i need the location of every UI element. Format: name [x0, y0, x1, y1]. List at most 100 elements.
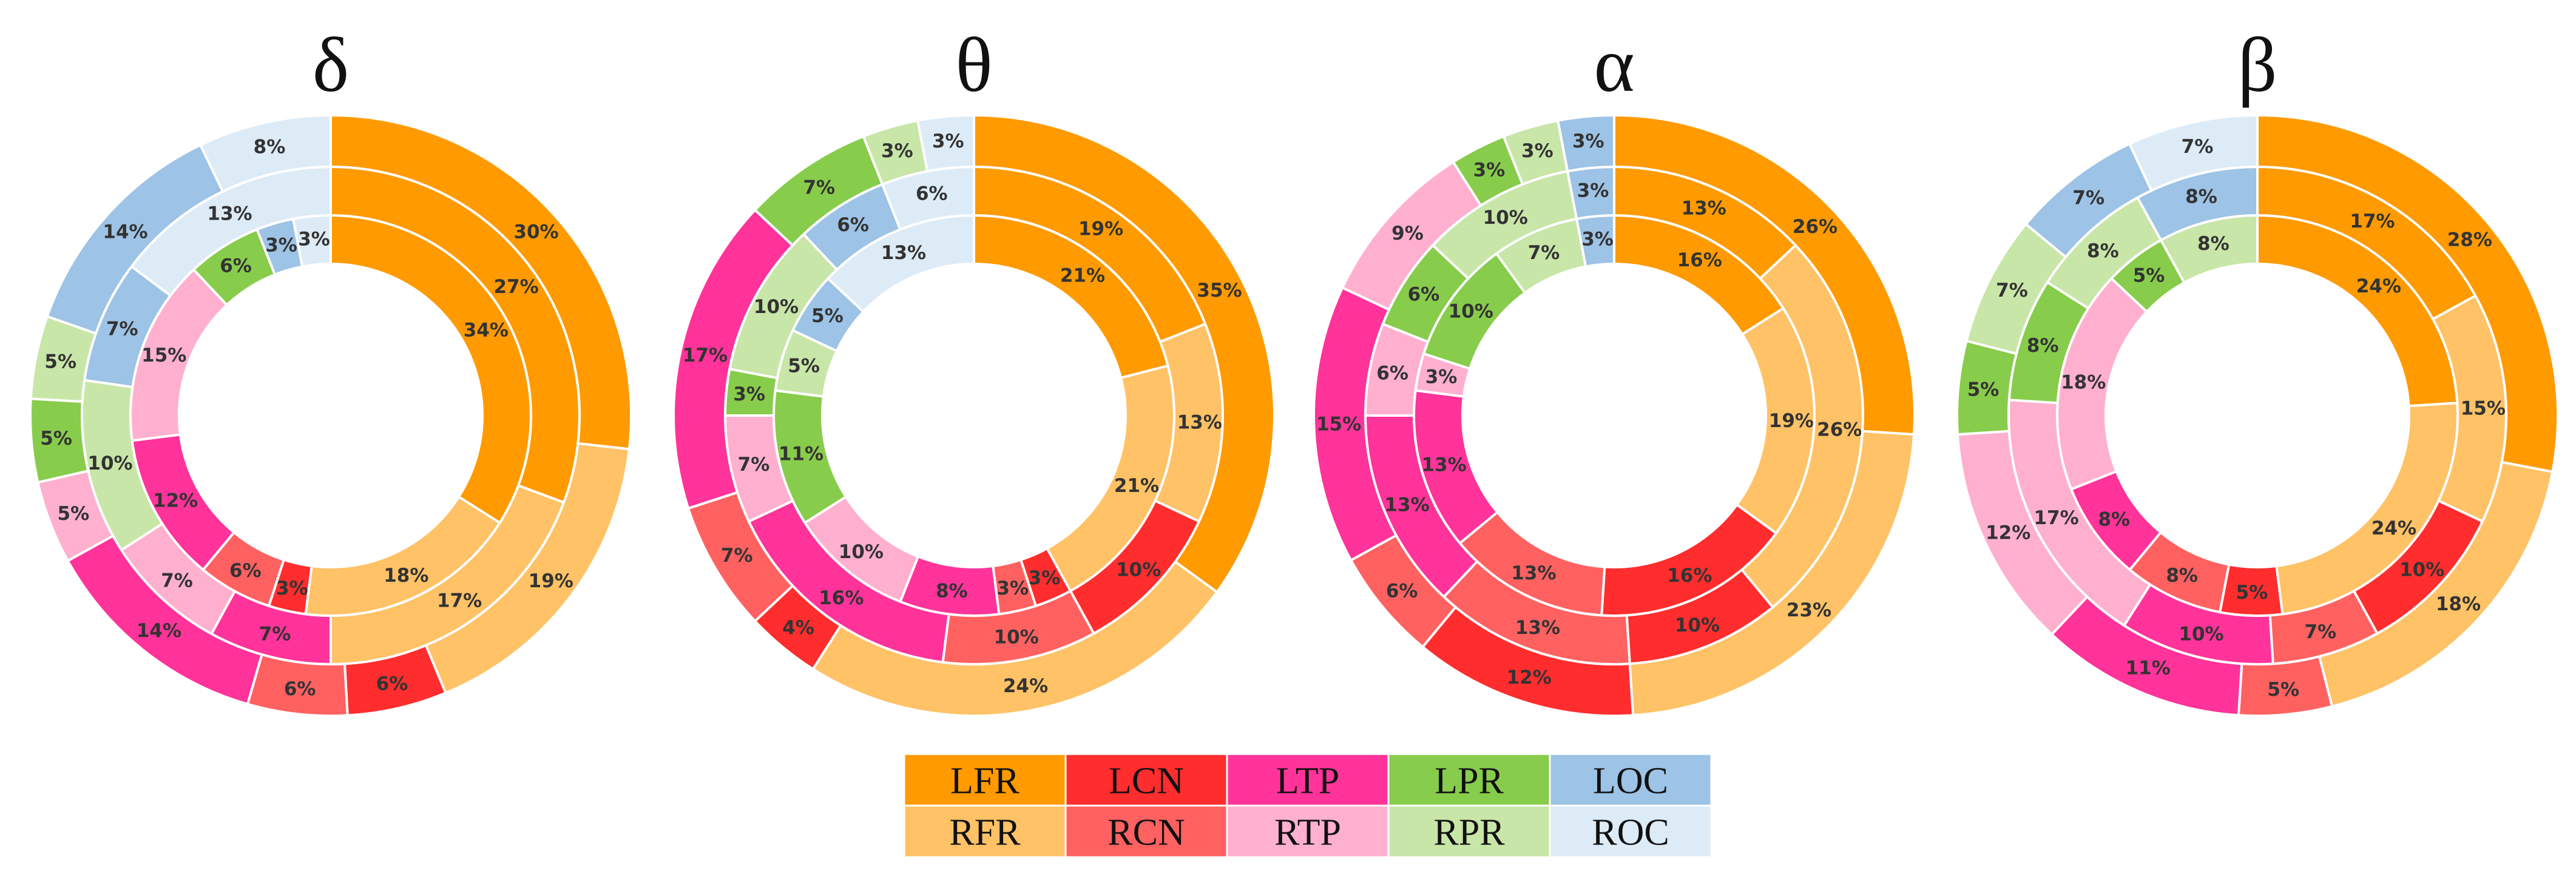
legend-swatch-lfr [903, 753, 1067, 807]
wedge-label: 10% [754, 296, 799, 318]
wedge-label: 16% [819, 587, 864, 609]
wedge-label: 10% [2179, 623, 2223, 645]
wedge-label: 3% [265, 235, 297, 257]
wedge-label: 7% [259, 623, 291, 645]
legend-label-lfr: LFR [950, 761, 1019, 802]
wedge-label: 28% [2447, 229, 2492, 251]
legend-label-rfr: RFR [949, 812, 1021, 854]
legend-swatch-rpr [1387, 804, 1551, 858]
wedge-label: 8% [2098, 509, 2130, 531]
wedge-label: 34% [464, 319, 509, 341]
wedge-label: 4% [782, 617, 814, 639]
wedge-label: 11% [779, 443, 823, 465]
wedge-label: 5% [811, 305, 843, 327]
wedge-label: 24% [2356, 275, 2401, 297]
wedge-outer-roc [2128, 113, 2259, 192]
wedge-label: 3% [1577, 180, 1609, 202]
wedge-label: 8% [2197, 233, 2229, 255]
panel-title: δ [313, 22, 349, 108]
panel-title: α [1594, 22, 1634, 108]
wedge-label: 35% [1197, 280, 1242, 301]
wedge-label: 23% [1787, 599, 1831, 621]
donut-panel: α16%19%16%13%13%3%10%7%3%13%26%10%13%13%… [1313, 22, 1916, 717]
wedge-label: 5% [2267, 679, 2299, 701]
panel-title: β [2237, 22, 2277, 108]
wedge-label: 8% [2087, 240, 2119, 262]
wedge-label: 15% [2461, 397, 2506, 419]
wedge-label: 3% [733, 383, 765, 405]
wedge-label: 16% [1667, 565, 1712, 587]
wedge-label: 6% [837, 214, 869, 236]
wedge-label: 3% [1581, 228, 1614, 250]
wedge-label: 24% [2371, 517, 2416, 539]
legend-swatch-ltp [1226, 753, 1390, 807]
wedge-label: 3% [1425, 366, 1458, 388]
wedge-label: 21% [1060, 264, 1105, 286]
legend-label-lcn: LCN [1109, 761, 1184, 802]
wedge-outer-roc [198, 113, 332, 194]
wedge-label: 19% [1078, 218, 1123, 240]
legend-label-loc: LOC [1593, 761, 1668, 802]
wedge-label: 7% [161, 570, 193, 591]
wedge-label: 7% [1996, 280, 2028, 301]
wedge-label: 3% [1521, 140, 1553, 162]
legend-swatch-rfr [903, 804, 1067, 858]
wedge-label: 3% [298, 228, 330, 250]
wedge-label: 7% [721, 545, 753, 567]
wedge-label: 10% [1116, 559, 1161, 581]
wedge-label: 13% [1177, 412, 1222, 434]
wedge-label: 17% [683, 345, 728, 366]
wedge-label: 3% [1473, 159, 1506, 181]
wedge-label: 5% [40, 428, 72, 450]
wedge-label: 8% [2166, 565, 2198, 587]
wedge-label: 3% [1029, 567, 1061, 589]
wedge-label: 6% [284, 678, 316, 700]
wedge-label: 15% [141, 345, 186, 366]
wedge-label: 15% [1316, 413, 1361, 435]
wedge-label: 18% [384, 565, 428, 587]
wedge-label: 14% [137, 620, 181, 642]
wedge-label: 3% [1572, 130, 1604, 152]
wedge-label: 5% [1967, 379, 2000, 400]
wedge-label: 7% [2304, 621, 2336, 643]
panel-title: θ [955, 22, 992, 108]
wedge-label: 13% [1515, 617, 1560, 639]
wedge-label: 8% [2027, 335, 2059, 357]
wedge-label: 7% [2182, 136, 2214, 158]
wedge-label: 16% [1677, 249, 1722, 271]
wedge-label: 12% [1507, 667, 1552, 689]
donut-panel: δ34%18%3%6%12%15%6%3% 3%27%17%7%7%10%7%13… [29, 22, 633, 717]
wedge-label: 3% [881, 140, 913, 162]
wedge-label: 14% [103, 221, 147, 243]
wedge-label: 5% [2133, 264, 2165, 286]
wedge-label: 17% [2350, 211, 2395, 232]
wedge-label: 7% [738, 454, 770, 476]
wedge-label: 26% [1793, 216, 1837, 238]
legend-label-lpr: LPR [1435, 761, 1504, 802]
wedge-label: 8% [936, 581, 968, 602]
wedge-label: 8% [2185, 186, 2217, 208]
wedge-label: 19% [529, 570, 573, 592]
legend-swatch-rtp [1226, 804, 1390, 858]
wedge-label: 10% [839, 541, 884, 563]
legend-swatch-rcn [1064, 804, 1228, 858]
wedge-label: 21% [1114, 475, 1159, 497]
wedge-label: 6% [916, 183, 948, 205]
wedge-label: 3% [996, 578, 1029, 599]
wedge-label: 6% [1386, 580, 1418, 602]
wedge-label: 5% [44, 351, 76, 372]
wedge-label: 5% [788, 355, 820, 377]
wedge-label: 27% [493, 276, 538, 298]
legend-label-rpr: RPR [1433, 812, 1505, 854]
wedge-label: 13% [1682, 198, 1726, 220]
wedge-label: 10% [994, 626, 1039, 648]
wedge-label: 10% [1449, 300, 1493, 322]
legend-label-rtp: RTP [1274, 812, 1341, 854]
wedge-label: 7% [803, 177, 835, 199]
wedge-label: 12% [153, 490, 198, 512]
wedge-label: 6% [220, 255, 252, 277]
wedge-label: 6% [376, 673, 408, 695]
wedge-label: 18% [2061, 371, 2106, 393]
wedge-label: 13% [207, 203, 252, 224]
